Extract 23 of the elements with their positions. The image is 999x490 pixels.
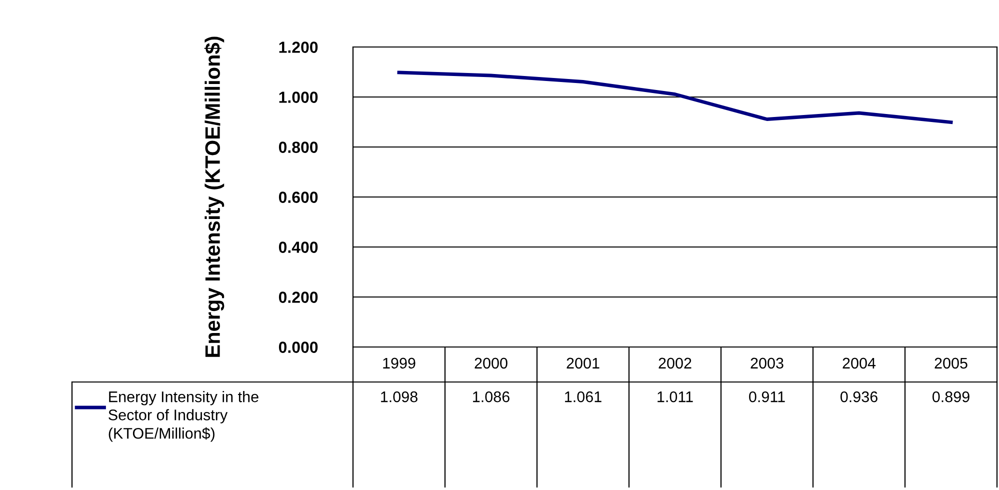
- data-label: 0.911: [749, 391, 785, 402]
- x-tick-label: 2002: [658, 358, 692, 369]
- x-tick-label: 1999: [383, 358, 416, 369]
- data-label: 1.011: [658, 391, 693, 402]
- y-tick-label: 0.200: [278, 292, 318, 303]
- y-tick-label: 0.000: [278, 342, 318, 353]
- x-tick-label: 2005: [934, 358, 968, 369]
- y-tick-label: 0.600: [278, 192, 318, 203]
- x-tick-label: 2004: [842, 358, 876, 369]
- data-label: 1.061: [565, 391, 602, 402]
- legend-label: Energy Intensity in the Sector of Industry (KTOE/Million$): [108, 391, 258, 442]
- y-tick-label: 1.000: [279, 92, 318, 103]
- y-tick-label: 0.800: [278, 142, 318, 153]
- x-tick-label: 2000: [474, 358, 508, 369]
- data-label: 0.936: [840, 391, 878, 402]
- x-tick-label: 2003: [750, 358, 784, 369]
- y-tick-label: 0.400: [278, 242, 318, 253]
- data-label: 1.098: [381, 391, 418, 402]
- data-label: 1.086: [473, 391, 510, 402]
- y-axis-title: Energy Intensity (KTOE/Million$): [204, 36, 224, 357]
- y-tick-label: 1.200: [279, 42, 318, 53]
- x-tick-label: 2001: [566, 358, 600, 369]
- data-label: 0.899: [932, 391, 970, 402]
